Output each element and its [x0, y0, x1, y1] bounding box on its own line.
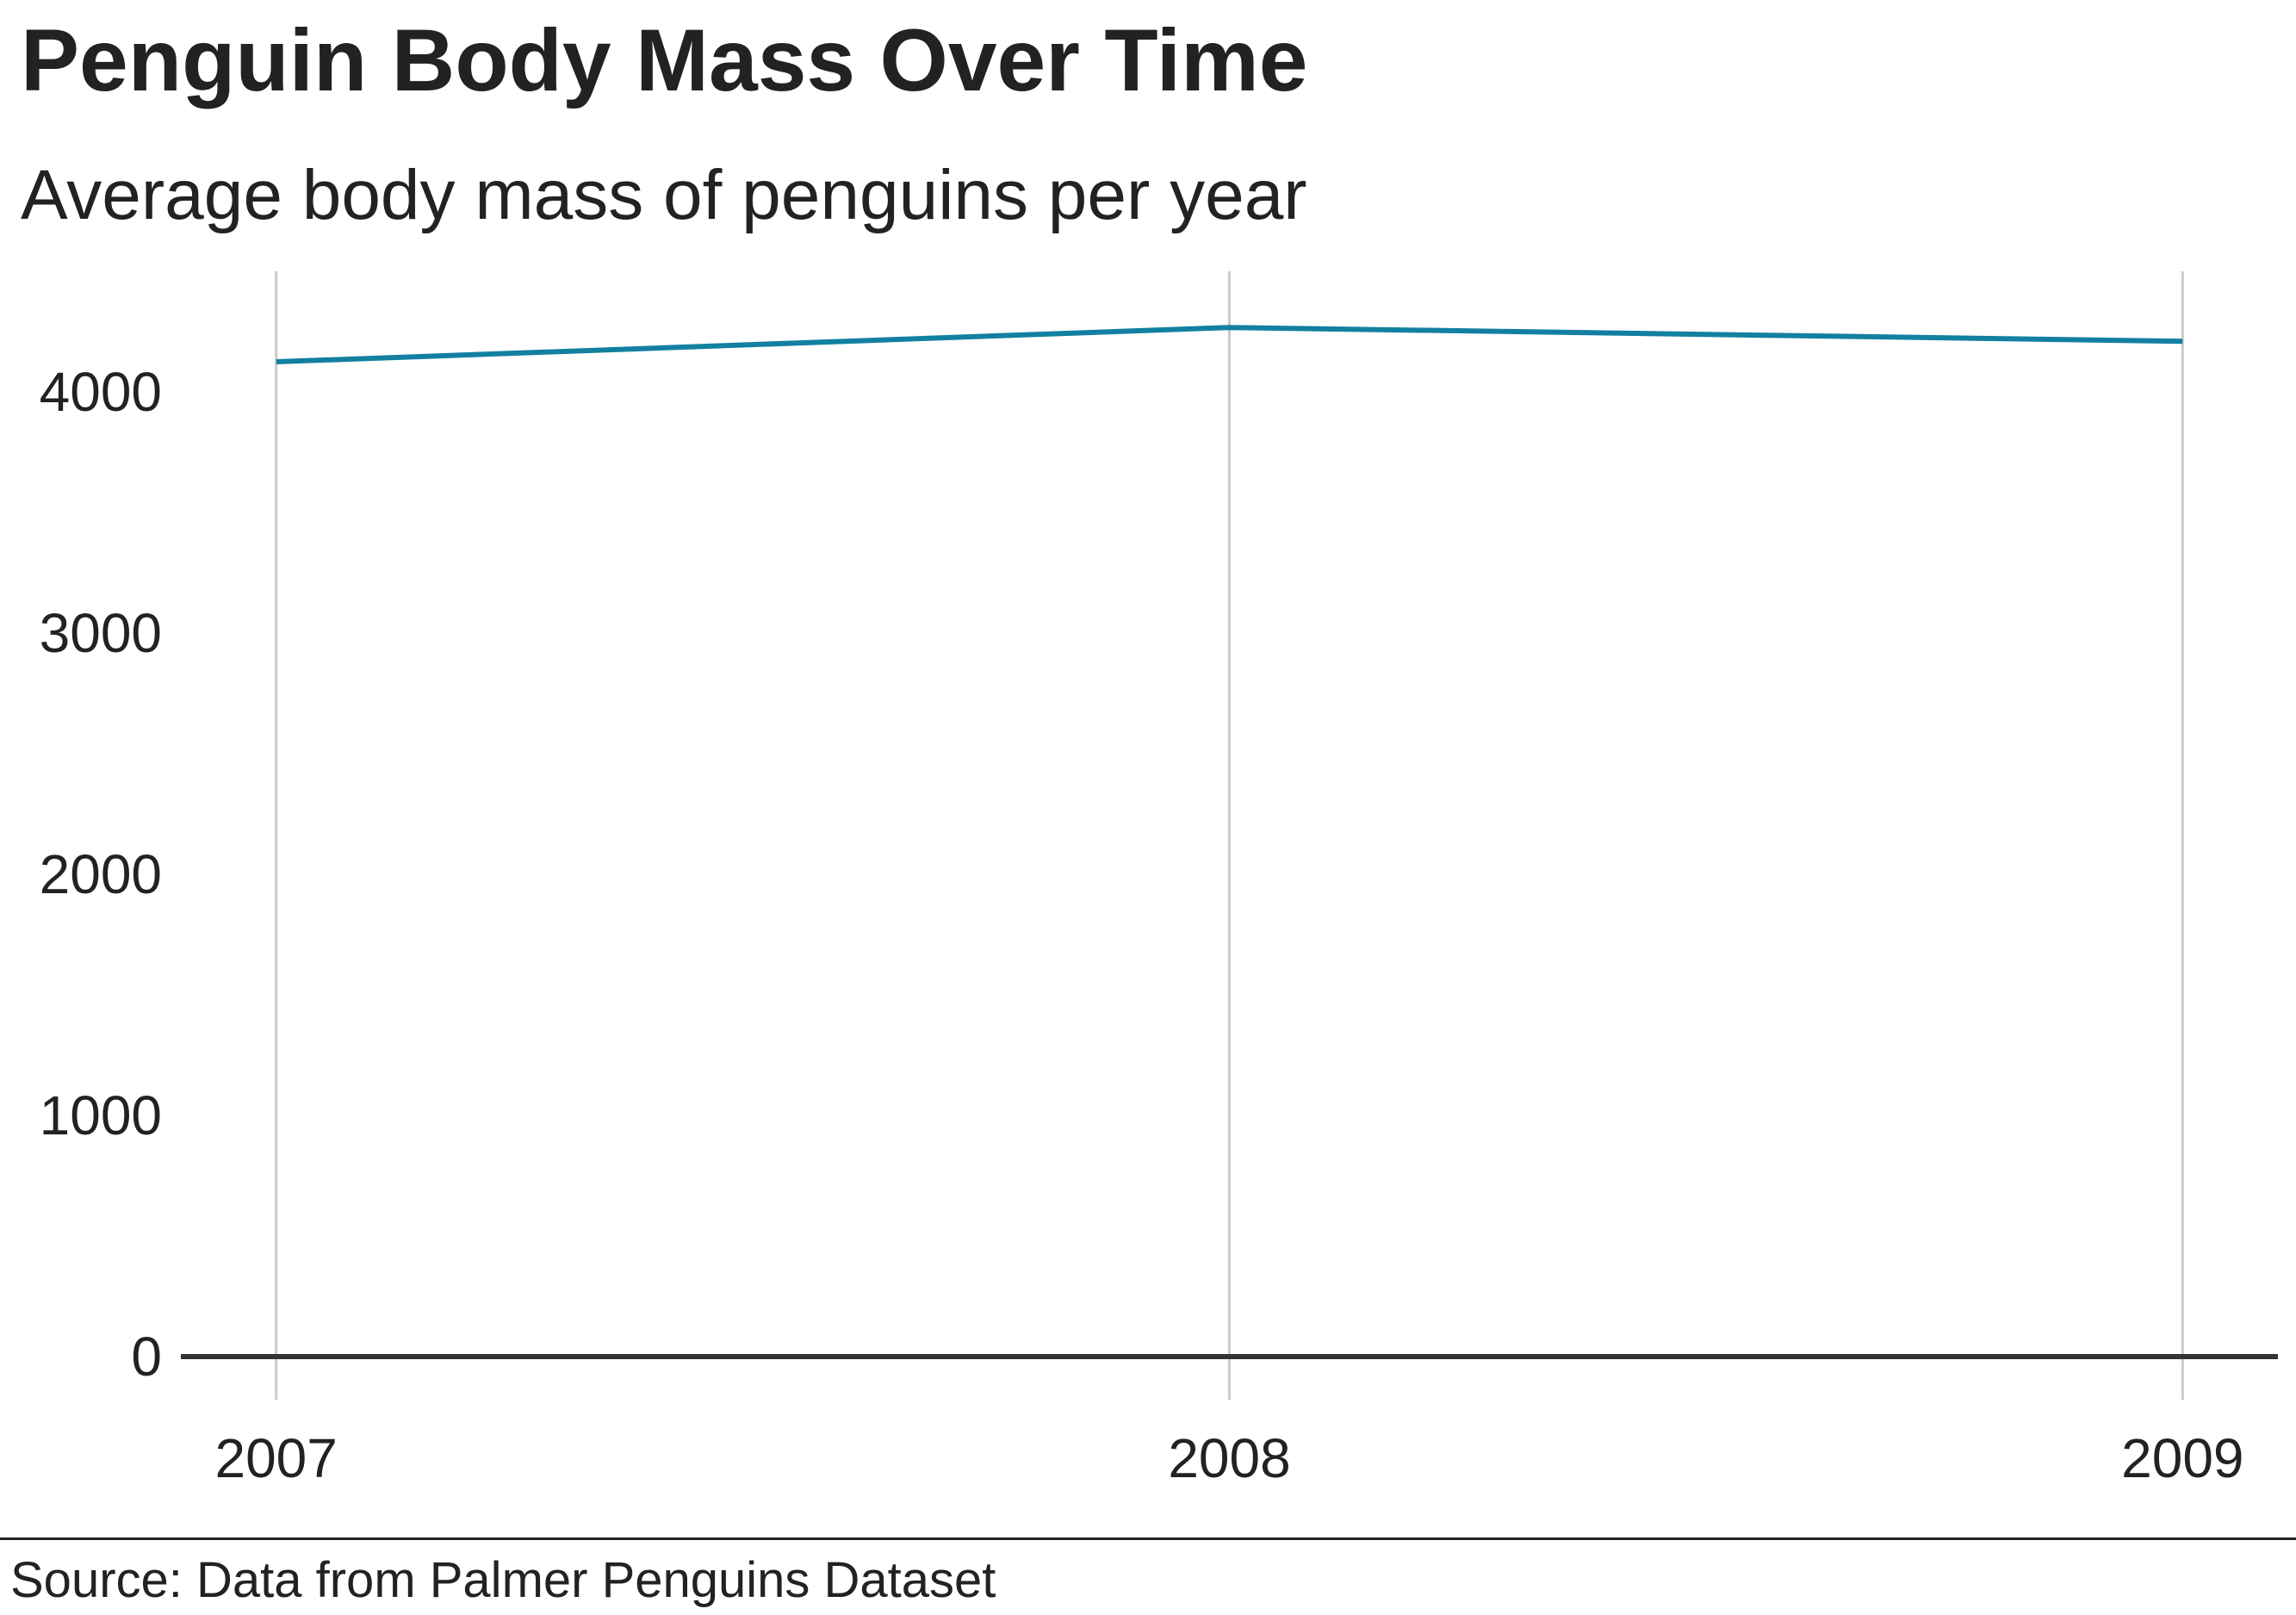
source-divider	[0, 1537, 2296, 1540]
x-axis-ticks: 2007 2008 2009	[214, 1427, 2243, 1489]
y-tick-label: 3000	[40, 602, 162, 664]
y-tick-label: 4000	[40, 361, 162, 423]
y-tick-label: 1000	[40, 1084, 162, 1146]
series-line	[276, 325, 2183, 364]
x-tick-label: 2007	[214, 1427, 337, 1489]
y-axis-ticks: 0 1000 2000 3000 4000	[40, 361, 162, 1388]
x-tick-label: 2009	[2121, 1427, 2243, 1489]
chart-subtitle: Average body mass of penguins per year	[21, 156, 1307, 234]
x-tick-label: 2008	[1168, 1427, 1290, 1489]
series-layer	[276, 325, 2183, 364]
source-note: Source: Data from Palmer Penguins Datase…	[10, 1552, 996, 1608]
gridlines	[275, 271, 2184, 1400]
chart-title: Penguin Body Mass Over Time	[21, 11, 1308, 109]
y-tick-label: 2000	[40, 843, 162, 905]
y-tick-label: 0	[131, 1326, 162, 1388]
